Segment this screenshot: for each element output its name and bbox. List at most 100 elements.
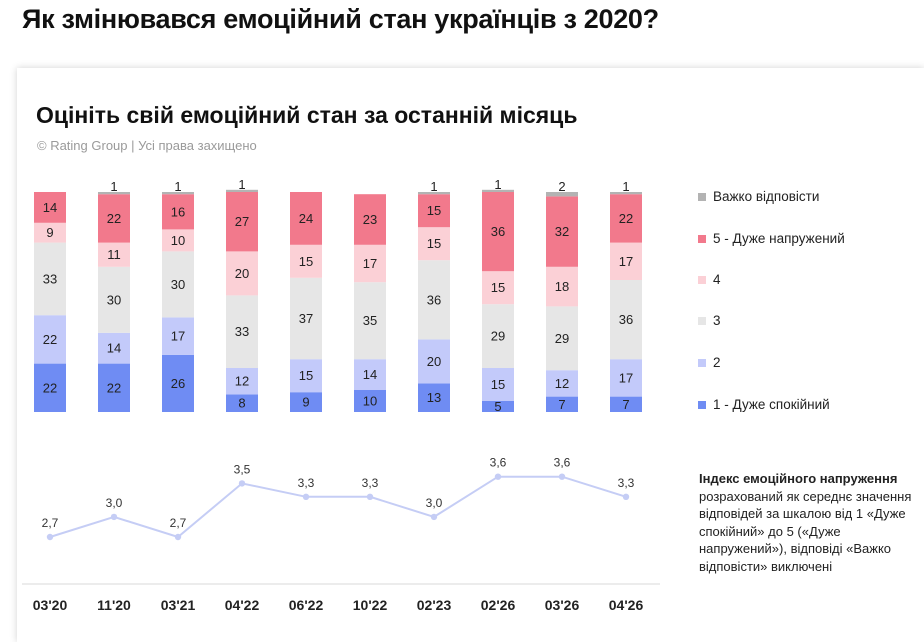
bar-segment: [482, 368, 514, 401]
bar-value-label: 12: [555, 376, 569, 391]
index-value-label: 3,3: [362, 476, 379, 490]
bar-segment: [546, 192, 578, 197]
bar-segment: [546, 370, 578, 397]
bar-segment: [226, 192, 258, 252]
bar-value-label: 15: [491, 377, 505, 392]
bar-segment: [354, 244, 386, 283]
bar-value-label: 5: [494, 399, 501, 414]
bar-value-label: 18: [555, 279, 569, 294]
bar-segment: [546, 196, 578, 267]
bar-value-label: 9: [302, 395, 309, 410]
index-line: [49, 475, 627, 539]
bar-segment: [98, 266, 130, 333]
bar-value-label: 1: [110, 179, 117, 194]
bar-value-label: 33: [235, 324, 249, 339]
bar-segment: [610, 192, 642, 195]
bar-segment: [226, 251, 258, 296]
bar-segment: [354, 194, 386, 245]
bar-value-label: 14: [107, 341, 121, 356]
index-value-label: 3,3: [298, 476, 315, 490]
bar-segment: [98, 363, 130, 412]
bar-segment: [162, 194, 194, 230]
bar-value-label: 22: [43, 332, 57, 347]
index-value-label: 3,6: [490, 456, 507, 470]
bar-value-label: 16: [171, 204, 185, 219]
bar-value-label: 1: [238, 177, 245, 192]
bar-value-label: 17: [619, 254, 633, 269]
bar-value-label: 29: [491, 329, 505, 344]
page-title: Як змінювався емоційний стан українців з…: [22, 4, 659, 34]
bar-value-label: 2: [558, 179, 565, 194]
legend-label: Важко відповісти: [713, 189, 820, 204]
legend-swatch: [698, 358, 706, 367]
index-value-label: 3,6: [554, 456, 571, 470]
index-point: [238, 480, 246, 487]
x-tick-label: 02'23: [417, 597, 452, 613]
legend-item: Важко відповісти: [698, 189, 819, 204]
index-point: [430, 513, 438, 521]
chart-title: Оцініть свій емоційний стан за останній …: [36, 102, 578, 128]
bar-value-label: 29: [555, 331, 569, 346]
bar-value-label: 36: [427, 292, 441, 307]
legend-item: 5 - Дуже напружений: [698, 231, 845, 246]
index-point: [302, 493, 310, 500]
bar-value-label: 36: [619, 312, 633, 327]
bar-segment: [34, 363, 66, 412]
bar-value-label: 35: [363, 313, 377, 328]
bar-segment: [34, 242, 66, 316]
bar-value-label: 36: [491, 224, 505, 239]
index-point: [110, 513, 118, 521]
index-value-label: 3,0: [426, 496, 443, 510]
legend-label: 1 - Дуже спокійний: [713, 397, 830, 412]
index-value-label: 3,3: [618, 476, 635, 490]
bar-value-label: 30: [171, 277, 185, 292]
bar-segment: [482, 189, 514, 192]
index-note-title: Індекс емоційного напруження: [699, 471, 898, 486]
legend-swatch: [698, 316, 706, 325]
index-point: [558, 473, 566, 480]
index-note-text: розрахований як середнє значення відпові…: [699, 488, 912, 574]
bar-segment: [354, 282, 386, 360]
x-tick-label: 03'26: [545, 597, 580, 613]
bar-segment: [546, 306, 578, 371]
bar-value-label: 30: [107, 292, 121, 307]
bar-segment: [354, 359, 386, 390]
x-tick-label: 02'26: [481, 597, 516, 613]
bar-value-label: 15: [491, 280, 505, 295]
x-tick-label: 03'21: [161, 597, 196, 613]
index-value-label: 2,7: [42, 516, 59, 530]
bar-value-label: 15: [299, 368, 313, 383]
index-point: [174, 533, 182, 541]
bar-segment: [482, 401, 514, 412]
index-point: [46, 533, 54, 541]
bar-value-label: 1: [622, 179, 629, 194]
bar-value-label: 23: [363, 212, 377, 227]
bar-segment: [610, 194, 642, 243]
bar-segment: [226, 295, 258, 368]
bar-segment: [482, 271, 514, 305]
bar-segment: [34, 192, 66, 223]
bar-segment: [226, 189, 258, 192]
bar-segment: [418, 383, 450, 412]
index-value-label: 2,7: [170, 516, 187, 530]
bar-segment: [418, 227, 450, 261]
bar-value-label: 20: [235, 266, 249, 281]
bar-segment: [290, 192, 322, 245]
x-tick-label: 04'22: [225, 597, 260, 613]
bar-value-label: 8: [238, 396, 245, 411]
bar-value-label: 20: [427, 354, 441, 369]
bar-segment: [162, 317, 194, 355]
legend-label: 5 - Дуже напружений: [713, 231, 845, 246]
bar-value-label: 17: [363, 256, 377, 271]
bar-value-label: 32: [555, 224, 569, 239]
bar-segment: [34, 222, 66, 243]
legend-label: 2: [713, 355, 721, 370]
bar-segment: [610, 280, 642, 360]
legend-item: 2: [698, 355, 721, 370]
bar-value-label: 15: [299, 254, 313, 269]
legend-item: 1 - Дуже спокійний: [698, 397, 830, 412]
legend-swatch: [698, 400, 706, 409]
bar-segment: [610, 359, 642, 397]
bar-value-label: 14: [43, 200, 57, 215]
